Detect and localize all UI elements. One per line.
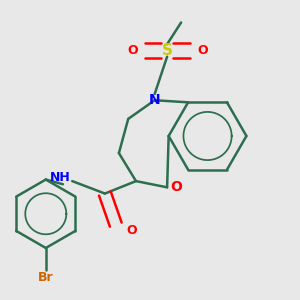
Text: S: S bbox=[162, 43, 172, 58]
Text: O: O bbox=[170, 180, 182, 194]
Text: O: O bbox=[126, 224, 136, 237]
Text: O: O bbox=[128, 44, 138, 57]
Text: O: O bbox=[198, 44, 208, 57]
Text: N: N bbox=[149, 93, 161, 107]
Text: Br: Br bbox=[38, 271, 54, 284]
Text: NH: NH bbox=[50, 172, 70, 184]
